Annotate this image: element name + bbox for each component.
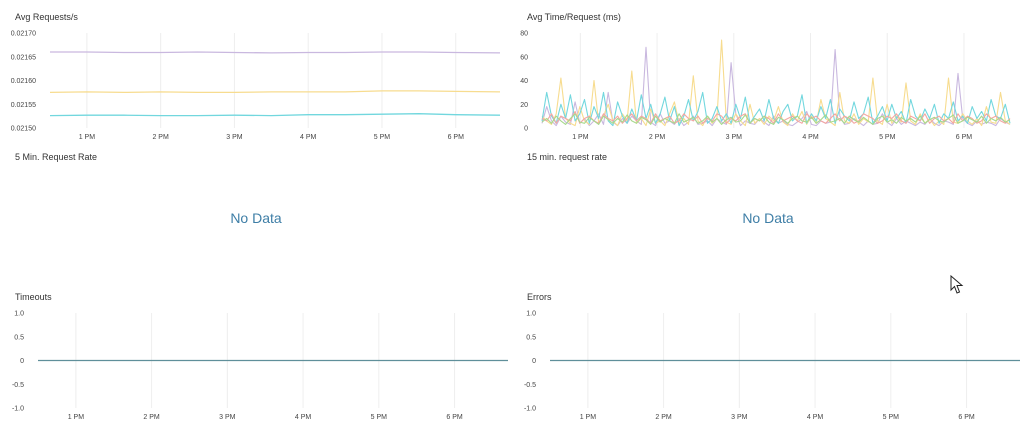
y-tick-label: 0 [20, 358, 24, 365]
y-tick-label: 0.02165 [11, 54, 36, 61]
rate-15min-panel: 15 min. request rate No Data [512, 140, 1024, 290]
x-tick-label: 6 PM [958, 414, 975, 421]
y-tick-label: 0.02155 [11, 102, 36, 109]
x-tick-label: 3 PM [226, 134, 243, 141]
x-tick-label: 5 PM [883, 414, 900, 421]
x-tick-label: 5 PM [371, 414, 388, 421]
avg-requests-chart: 1 PM 2 PM 3 PM 4 PM 5 PM 6 PM 0.02170 0.02165 0.… [11, 31, 501, 141]
x-tick-label: 2 PM [655, 414, 672, 421]
errors-panel: Errors 1 PM 2 PM 3 PM 4 PM 5 PM 6 PM 1.0 0.5 0 -0… [512, 280, 1024, 431]
x-tick-label: 4 PM [300, 134, 317, 141]
series-line [49, 90, 501, 94]
x-tick-label: 6 PM [956, 134, 973, 141]
y-tick-label: -0.5 [524, 382, 536, 389]
y-tick-label: 0.02160 [11, 78, 36, 85]
y-tick-label: 0 [524, 126, 528, 133]
x-tick-label: 3 PM [219, 414, 236, 421]
y-tick-label: 60 [520, 54, 528, 61]
y-tick-label: -1.0 [524, 406, 536, 413]
avg-time-chart: 1 PM 2 PM 3 PM 4 PM 5 PM 6 PM 80 60 40 20 0 [520, 31, 1011, 141]
avg-requests-panel: Avg Requests/s 1 PM 2 PM 3 PM 4 PM 5 PM 6 PM 0… [0, 0, 512, 150]
x-tick-label: 2 PM [152, 134, 169, 141]
y-tick-label: 0.5 [14, 334, 24, 341]
series-line [50, 51, 501, 54]
y-tick-label: 1.0 [526, 311, 536, 318]
avg-time-panel: Avg Time/Request (ms) 1 PM 2 PM 3 PM 4 PM 5 … [512, 0, 1024, 150]
y-tick-label: 80 [520, 31, 528, 38]
series-line [541, 113, 1011, 125]
x-tick-label: 4 PM [295, 414, 312, 421]
y-tick-label: 0.02150 [11, 126, 36, 133]
x-tick-label: 6 PM [448, 134, 465, 141]
y-tick-label: 40 [520, 78, 528, 85]
x-tick-label: 1 PM [580, 414, 597, 421]
y-tick-label: -0.5 [12, 382, 24, 389]
panel-title: Avg Requests/s [15, 12, 78, 22]
x-tick-label: 1 PM [79, 134, 96, 141]
x-tick-label: 1 PM [572, 134, 589, 141]
panel-title: 15 min. request rate [527, 152, 608, 162]
y-tick-label: 0.02170 [11, 31, 36, 38]
timeouts-chart: 1 PM 2 PM 3 PM 4 PM 5 PM 6 PM 1.0 0.5 0 -0.5 -1.0 [12, 311, 508, 421]
x-tick-label: 6 PM [446, 414, 463, 421]
panel-title: Errors [527, 292, 552, 302]
panel-title: Avg Time/Request (ms) [527, 12, 621, 22]
series-line [541, 39, 1011, 127]
timeouts-panel: Timeouts 1 PM 2 PM 3 PM 4 PM 5 PM 6 PM 1.0 0.5 0… [0, 280, 512, 431]
x-tick-label: 4 PM [802, 134, 819, 141]
x-tick-label: 1 PM [68, 414, 85, 421]
x-tick-label: 2 PM [649, 134, 666, 141]
y-tick-label: 0 [532, 358, 536, 365]
y-tick-label: -1.0 [12, 406, 24, 413]
y-tick-label: 20 [520, 102, 528, 109]
x-tick-label: 2 PM [143, 414, 160, 421]
x-tick-label: 5 PM [374, 134, 391, 141]
x-tick-label: 3 PM [731, 414, 748, 421]
x-tick-label: 3 PM [726, 134, 743, 141]
no-data-message: No Data [742, 210, 794, 226]
y-tick-label: 0.5 [526, 334, 536, 341]
errors-chart: 1 PM 2 PM 3 PM 4 PM 5 PM 6 PM 1.0 0.5 0 -0.5 -1.0 [524, 311, 1020, 421]
y-tick-label: 1.0 [14, 311, 24, 318]
panel-title: 5 Min. Request Rate [15, 152, 98, 162]
no-data-message: No Data [230, 210, 282, 226]
mouse-cursor-icon [950, 275, 964, 294]
x-tick-label: 5 PM [879, 134, 896, 141]
rate-5min-panel: 5 Min. Request Rate No Data [0, 140, 512, 290]
x-tick-label: 4 PM [807, 414, 824, 421]
panel-title: Timeouts [15, 292, 52, 302]
series-line [49, 113, 501, 117]
